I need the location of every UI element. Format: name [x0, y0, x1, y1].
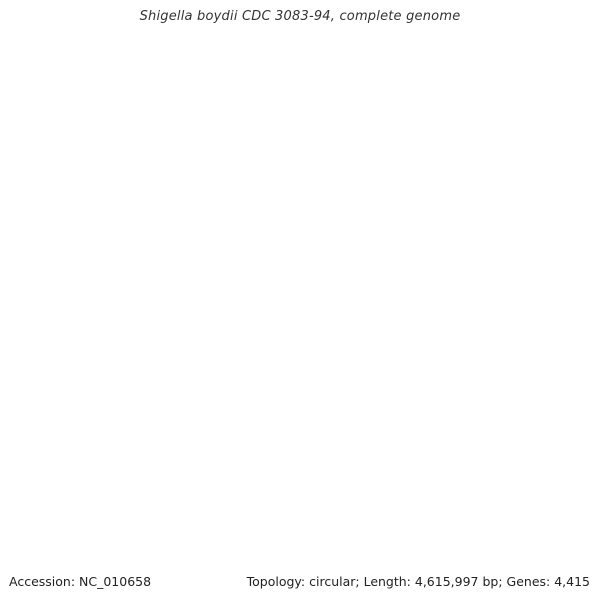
genome-summary: Topology: circular; Length: 4,615,997 bp… — [246, 574, 590, 589]
accession-label: Accession: NC_010658 — [9, 574, 152, 589]
map-title: Shigella boydii CDC 3083-94, complete ge… — [139, 9, 461, 24]
